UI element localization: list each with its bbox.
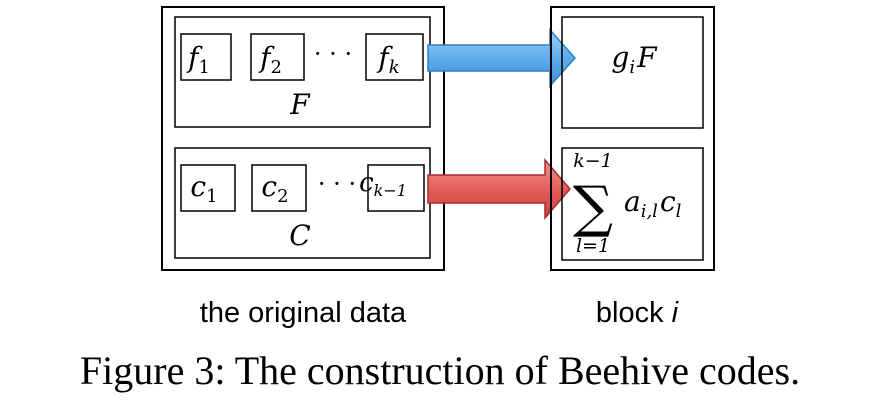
fk-label: fk	[376, 41, 399, 78]
sum-lower-limit: l=1	[576, 235, 610, 257]
figure-caption: Figure 3: The construction of Beehive co…	[80, 348, 800, 393]
bottom-arrow	[427, 157, 571, 221]
sum-symbol: ∑	[573, 175, 613, 240]
f-group-box	[174, 16, 431, 128]
gi-f-label: giF	[611, 41, 658, 78]
block-label: block i	[596, 297, 680, 329]
c1-label: c1	[190, 170, 217, 207]
sum-upper-limit: k−1	[573, 150, 613, 172]
c2-label: c2	[261, 170, 288, 207]
f1-box	[180, 33, 232, 81]
original-data-outer-box	[161, 6, 445, 271]
f1-label: f1	[186, 41, 210, 78]
f-group-name: F	[289, 88, 311, 121]
c-group: c1 c2 · · · ck−1 C	[174, 147, 431, 259]
f2-box	[250, 33, 305, 81]
block-outer-box	[550, 6, 715, 271]
block-bottom-cell	[561, 147, 704, 261]
c-ellipsis: · · ·	[318, 170, 356, 198]
f-group: f1 f2 · · · fk F	[174, 16, 431, 128]
block-top-cell	[561, 16, 704, 129]
ck-1-label: ck−1	[359, 168, 407, 200]
f-ellipsis: · · ·	[314, 40, 352, 68]
original-data-label: the original data	[200, 297, 407, 329]
fk-box	[365, 33, 424, 81]
block-i: giF k−1 ∑ l=1 ai,lcl	[550, 6, 715, 271]
top-arrow	[427, 28, 577, 88]
c1-box	[180, 164, 236, 212]
c2-box	[251, 164, 307, 212]
ck-1-box	[367, 164, 425, 212]
c-group-name: C	[289, 219, 310, 252]
original-data-block: f1 f2 · · · fk F c1 c2 · · · ck−1 C	[161, 6, 445, 271]
f2-label: f2	[258, 41, 282, 78]
sum-term: ai,lcl	[624, 185, 682, 222]
